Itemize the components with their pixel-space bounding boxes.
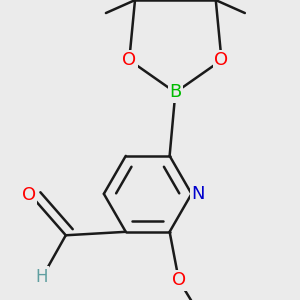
Text: O: O — [214, 51, 229, 69]
Text: O: O — [172, 271, 186, 289]
Text: H: H — [35, 268, 48, 286]
Text: O: O — [122, 51, 136, 69]
Text: N: N — [192, 185, 205, 203]
Text: B: B — [169, 83, 182, 101]
Text: O: O — [22, 186, 36, 204]
